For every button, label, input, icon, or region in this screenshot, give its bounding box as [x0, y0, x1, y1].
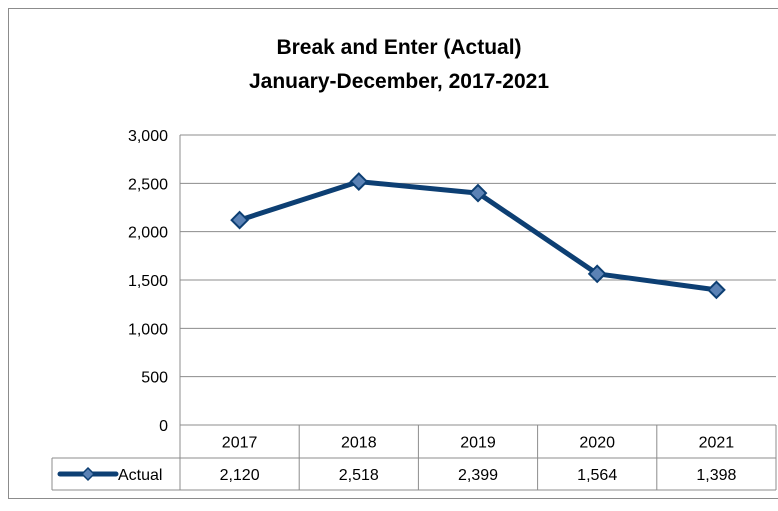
y-tick-label: 1,000 [128, 321, 168, 338]
x-tick-label: 2019 [460, 435, 496, 452]
x-tick-label: 2017 [222, 435, 258, 452]
data-label: 1,564 [577, 467, 617, 484]
data-label: 1,398 [696, 467, 736, 484]
x-tick-label: 2018 [341, 435, 377, 452]
y-tick-label: 1,500 [128, 273, 168, 290]
y-tick-label: 0 [159, 418, 168, 435]
y-tick-label: 3,000 [128, 128, 168, 145]
x-tick-label: 2021 [699, 435, 735, 452]
chart-subtitle: January-December, 2017-2021 [249, 70, 549, 93]
chart-title: Break and Enter (Actual) [276, 36, 521, 59]
y-tick-label: 500 [141, 370, 168, 387]
data-label: 2,518 [339, 467, 379, 484]
y-tick-label: 2,000 [128, 225, 168, 242]
y-tick-label: 2,500 [128, 176, 168, 193]
data-label: 2,399 [458, 467, 498, 484]
data-label: 2,120 [220, 467, 260, 484]
legend-entry: Actual [118, 467, 162, 484]
x-tick-label: 2020 [579, 435, 615, 452]
